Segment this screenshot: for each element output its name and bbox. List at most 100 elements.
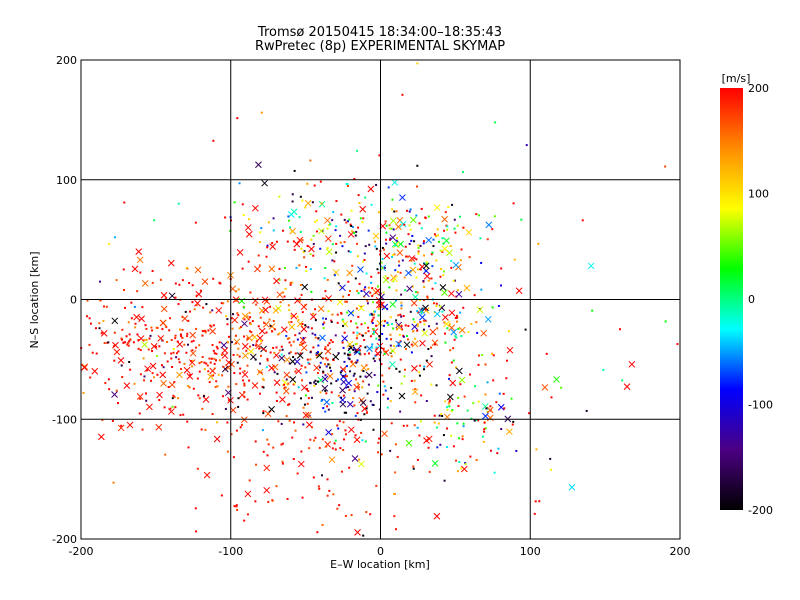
data-point-dot	[190, 360, 193, 363]
data-point-dot	[486, 238, 489, 241]
data-point-dot	[321, 474, 324, 477]
data-point-dot	[420, 227, 423, 230]
data-point-dot	[345, 375, 348, 378]
data-point-dot	[307, 326, 310, 329]
data-point-dot	[435, 302, 438, 305]
data-point-dot	[446, 406, 449, 409]
data-point-dot	[297, 386, 300, 389]
data-point-dot	[377, 271, 380, 274]
data-point-dot	[550, 396, 553, 399]
data-point-cross	[297, 460, 305, 468]
data-point-dot	[121, 328, 124, 331]
data-point-dot	[416, 62, 419, 65]
data-point-dot	[328, 489, 331, 492]
data-point-cross	[623, 383, 631, 390]
data-point-dot	[378, 335, 381, 338]
data-point-dot	[227, 335, 230, 338]
data-point-dot	[322, 327, 325, 330]
data-point-dot	[188, 282, 191, 285]
data-point-dot	[404, 324, 407, 327]
data-point-dot	[234, 299, 237, 302]
data-point-dot	[304, 206, 307, 209]
data-point-dot	[354, 234, 357, 237]
data-point-cross	[455, 367, 463, 375]
data-point-dot	[372, 316, 375, 319]
data-point-dot	[363, 338, 366, 341]
data-point-dot	[120, 337, 123, 340]
data-point-dot	[178, 328, 181, 331]
data-point-dot	[374, 240, 377, 243]
data-point-dot	[460, 335, 463, 338]
data-point-dot	[419, 268, 422, 271]
data-point-cross	[294, 297, 301, 304]
data-point-dot	[441, 237, 444, 240]
data-point-dot	[403, 368, 406, 371]
data-point-dot	[174, 337, 177, 340]
data-point-dot	[385, 242, 388, 245]
data-point-dot	[266, 454, 269, 457]
data-point-cross	[359, 399, 367, 406]
data-point-dot	[394, 471, 397, 474]
data-point-dot	[311, 332, 314, 335]
data-point-dot	[273, 351, 276, 354]
data-point-dot	[301, 239, 304, 242]
data-point-dot	[314, 319, 317, 322]
data-point-cross	[346, 340, 354, 348]
data-point-cross	[231, 316, 239, 324]
data-point-dot	[358, 458, 361, 461]
data-point-dot	[252, 344, 255, 347]
data-point-dot	[664, 320, 667, 323]
data-point-dot	[459, 311, 462, 314]
data-point-cross	[168, 292, 176, 300]
data-point-dot	[266, 358, 269, 361]
data-point-cross	[290, 312, 298, 320]
data-point-dot	[308, 447, 311, 450]
data-point-dot	[91, 351, 94, 354]
data-point-dot	[326, 478, 329, 481]
data-point-dot	[296, 338, 299, 341]
data-point-dot	[344, 429, 347, 432]
data-point-dot	[189, 310, 192, 313]
data-point-dot	[371, 287, 374, 290]
data-point-dot	[406, 209, 409, 212]
data-point-dot	[299, 352, 302, 355]
data-point-dot	[349, 320, 352, 323]
data-point-dot	[144, 392, 147, 395]
data-point-dot	[313, 439, 316, 442]
data-point-cross	[409, 216, 417, 224]
data-point-dot	[312, 476, 315, 479]
data-point-cross	[157, 334, 165, 342]
data-point-dot	[195, 530, 198, 533]
data-point-dot	[366, 392, 369, 395]
data-point-cross	[419, 339, 426, 347]
data-point-dot	[95, 327, 98, 330]
data-point-dot	[329, 366, 332, 369]
data-point-dot	[287, 215, 290, 218]
data-point-dot	[187, 343, 190, 346]
data-point-dot	[458, 437, 461, 440]
data-point-dot	[224, 407, 227, 410]
data-point-dot	[204, 331, 207, 334]
data-point-dot	[312, 312, 315, 315]
data-point-dot	[468, 256, 471, 259]
data-point-dot	[236, 353, 239, 356]
data-point-dot	[278, 332, 281, 335]
data-point-cross	[137, 335, 145, 342]
data-point-dot	[355, 230, 358, 233]
data-point-dot	[457, 327, 460, 330]
data-point-dot	[123, 201, 126, 204]
data-point-dot	[138, 412, 141, 415]
data-point-dot	[452, 279, 455, 282]
data-point-dot	[284, 267, 287, 270]
data-point-cross	[276, 291, 284, 299]
data-point-dot	[618, 328, 621, 331]
data-point-dot	[147, 348, 150, 351]
data-point-dot	[377, 314, 380, 317]
data-point-dot	[243, 382, 246, 385]
data-point-dot	[225, 315, 228, 318]
data-point-dot	[310, 396, 313, 399]
data-point-dot	[335, 251, 338, 254]
data-point-dot	[86, 299, 89, 302]
data-point-dot	[98, 327, 101, 330]
